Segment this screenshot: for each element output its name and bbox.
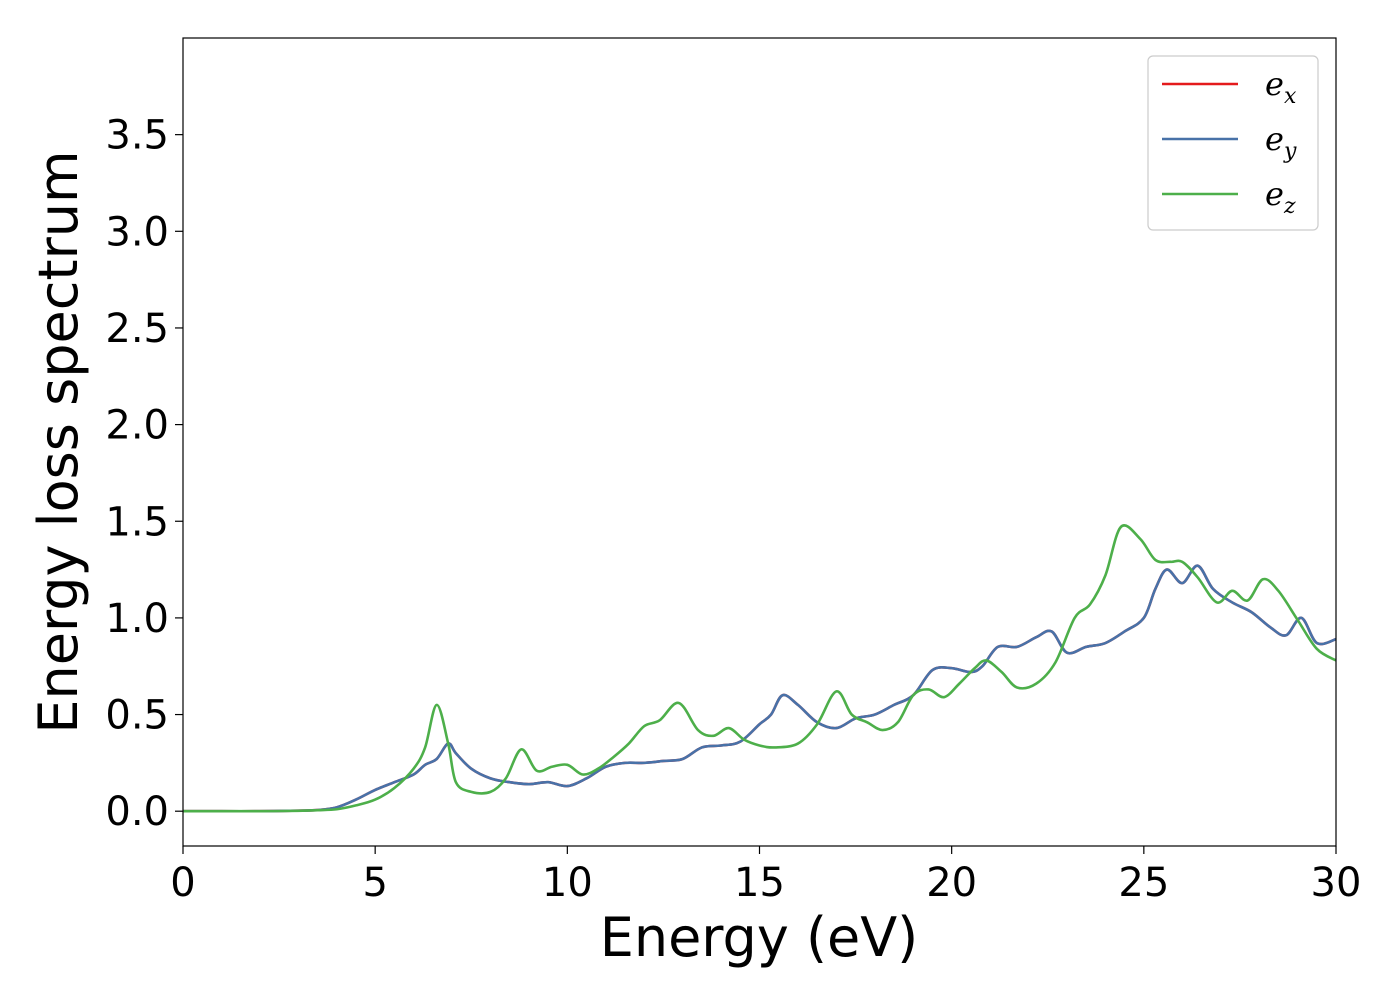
legend: ex ey ez (1147, 55, 1319, 231)
x-axis: 0 5 10 15 20 25 30 (170, 846, 1361, 906)
legend-entry-e-x: ex (1265, 65, 1297, 109)
y-axis: 0.0 0.5 1.0 1.5 2.0 2.5 3.0 3.5 (105, 113, 183, 835)
x-tick-label: 15 (734, 860, 785, 906)
y-tick-label: 1.5 (105, 499, 169, 545)
y-tick-label: 3.5 (105, 113, 169, 159)
x-tick-label: 25 (1118, 860, 1169, 906)
x-tick-label: 0 (170, 860, 195, 906)
series-line-e-z (183, 524, 1336, 813)
y-tick-label: 0.5 (105, 693, 169, 739)
legend-box (1147, 55, 1319, 231)
series-line-e-y (183, 564, 1336, 813)
y-tick-label: 2.0 (105, 403, 169, 449)
legend-entry-e-y: ey (1265, 120, 1297, 164)
y-axis-label: Energy loss spectrum (27, 150, 90, 733)
x-axis-label: Energy (eV) (600, 906, 919, 969)
y-tick-label: 2.5 (105, 306, 169, 352)
y-tick-label: 3.0 (105, 209, 169, 255)
x-tick-label: 30 (1311, 860, 1362, 906)
y-tick-label: 1.0 (105, 596, 169, 642)
x-tick-label: 5 (362, 860, 387, 906)
x-tick-label: 10 (542, 860, 593, 906)
legend-entry-e-z: ez (1265, 175, 1296, 219)
series-layer (183, 524, 1336, 813)
y-tick-label: 0.0 (105, 789, 169, 835)
x-tick-label: 20 (926, 860, 977, 906)
